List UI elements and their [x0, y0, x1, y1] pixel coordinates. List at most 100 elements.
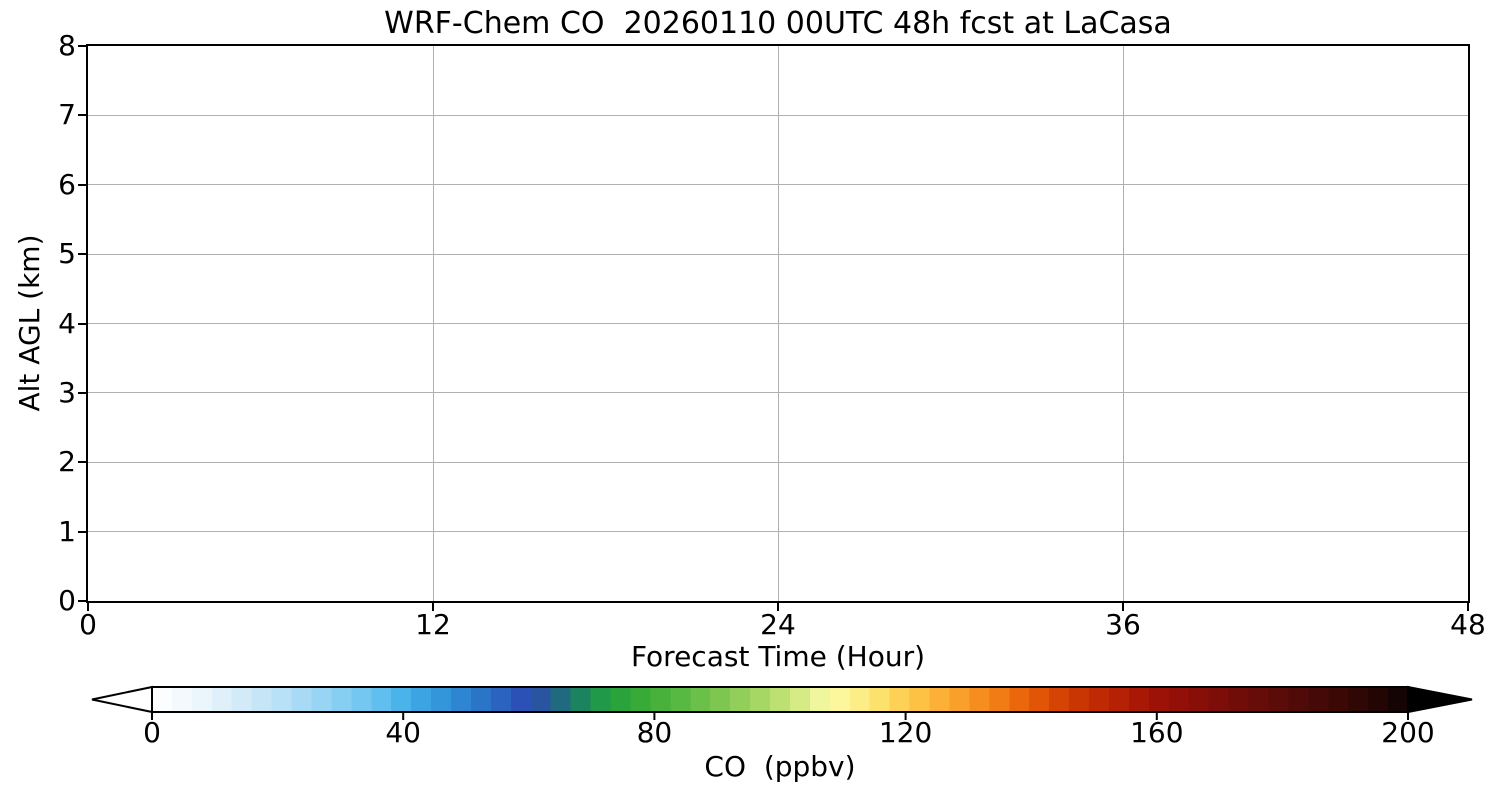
colorbar-segment: [371, 687, 392, 712]
colorbar-segment: [949, 687, 970, 712]
colorbar-segment: [770, 687, 791, 712]
colorbar-segment: [391, 687, 412, 712]
colorbar-segment: [1049, 687, 1070, 712]
y-tick-label: 3: [58, 375, 76, 409]
colorbar-segment: [1268, 687, 1289, 712]
colorbar-tick-label: 0: [143, 716, 161, 749]
y-tick-mark: [78, 600, 86, 602]
colorbar: 0 40 80 120 160 200 CO (ppbv): [0, 680, 1500, 798]
colorbar-segment: [311, 687, 333, 712]
colorbar-segment: [1009, 687, 1030, 712]
colorbar-segment: [211, 687, 233, 712]
colorbar-segment: [431, 687, 452, 712]
x-tick-mark: [87, 603, 89, 611]
colorbar-gradient-bar: [91, 685, 1473, 720]
y-tick-mark: [78, 45, 86, 47]
colorbar-segment: [231, 687, 253, 712]
y-tick-mark: [78, 461, 86, 464]
colorbar-tick-label: 80: [636, 716, 673, 749]
y-tick-mark: [78, 530, 86, 533]
colorbar-segment: [191, 687, 213, 712]
colorbar-segment: [849, 687, 871, 712]
y-tick-label: 4: [58, 306, 76, 340]
plot-area: [86, 44, 1470, 603]
x-axis-label: Forecast Time (Hour): [630, 640, 926, 673]
colorbar-segment: [1089, 687, 1110, 712]
gridline-vertical: [432, 46, 434, 601]
colorbar-segment: [630, 687, 652, 712]
colorbar-segment: [291, 687, 313, 712]
colorbar-segment: [251, 687, 273, 712]
colorbar-segment: [451, 687, 472, 712]
colorbar-segment: [929, 687, 951, 712]
colorbar-over-arrow: [1407, 685, 1473, 714]
colorbar-segment: [650, 687, 671, 712]
colorbar-tick-label: 200: [1381, 716, 1435, 749]
colorbar-segment: [1368, 687, 1389, 712]
chart-title: WRF-Chem CO 20260110 00UTC 48h fcst at L…: [384, 6, 1172, 41]
colorbar-segment: [1029, 687, 1050, 712]
colorbar-segment: [570, 687, 592, 712]
colorbar-segment: [869, 687, 891, 712]
colorbar-segment: [171, 687, 193, 712]
colorbar-segment: [1128, 687, 1150, 712]
colorbar-tick-label: 120: [878, 716, 933, 749]
y-tick-label: 8: [58, 29, 76, 62]
colorbar-segment: [1348, 687, 1369, 712]
colorbar-label: CO (ppbv): [704, 750, 856, 783]
colorbar-segment: [1148, 687, 1170, 712]
x-tick-label: 48: [1450, 608, 1486, 641]
gridline-vertical: [777, 46, 779, 601]
colorbar-segment: [690, 687, 711, 712]
x-tick-label: 36: [1105, 608, 1141, 641]
colorbar-segment: [670, 687, 691, 712]
colorbar-segment: [152, 687, 173, 712]
y-tick-label: 0: [58, 584, 76, 617]
colorbar-segment: [411, 687, 432, 712]
colorbar-segment: [1308, 687, 1329, 712]
y-tick-mark: [78, 183, 86, 186]
colorbar-segment: [989, 687, 1010, 712]
colorbar-segment: [1208, 687, 1230, 712]
colorbar-segment: [550, 687, 572, 712]
colorbar-segment: [610, 687, 632, 712]
x-tick-mark: [432, 603, 434, 611]
colorbar-tick-label: 40: [385, 716, 421, 749]
colorbar-segment: [809, 687, 831, 712]
colorbar-segment: [710, 687, 731, 712]
colorbar-segment: [1228, 687, 1250, 712]
colorbar-segment: [730, 687, 751, 712]
x-tick-label: 24: [760, 608, 796, 641]
colorbar-segment: [530, 687, 552, 712]
colorbar-segment: [750, 687, 771, 712]
colorbar-under-arrow: [91, 685, 153, 714]
y-tick-label: 5: [58, 237, 76, 271]
colorbar-segment: [789, 687, 811, 712]
colorbar-segment: [1248, 687, 1270, 712]
x-tick-mark: [1467, 603, 1469, 611]
y-tick-mark: [78, 391, 86, 394]
colorbar-segment: [331, 687, 352, 712]
colorbar-segment: [1388, 687, 1409, 712]
colorbar-segment: [909, 687, 931, 712]
y-tick-mark: [78, 322, 86, 325]
y-tick-label: 2: [58, 445, 76, 479]
colorbar-segment: [590, 687, 612, 712]
colorbar-segment: [889, 687, 911, 712]
colorbar-segment: [1108, 687, 1130, 712]
colorbar-segment: [1328, 687, 1349, 712]
colorbar-tick-label: 160: [1130, 716, 1184, 749]
colorbar-segment: [490, 687, 512, 712]
y-tick-label: 1: [58, 514, 76, 548]
x-tick-mark: [1122, 603, 1124, 611]
y-tick-label: 6: [58, 167, 76, 201]
colorbar-segment: [829, 687, 851, 712]
colorbar-segment: [271, 687, 293, 712]
colorbar-segment: [1188, 687, 1210, 712]
y-tick-mark: [78, 253, 86, 256]
y-tick-label: 7: [58, 98, 76, 132]
colorbar-segment: [470, 687, 492, 712]
colorbar-segment: [1168, 687, 1190, 712]
colorbar-segment: [510, 687, 532, 712]
